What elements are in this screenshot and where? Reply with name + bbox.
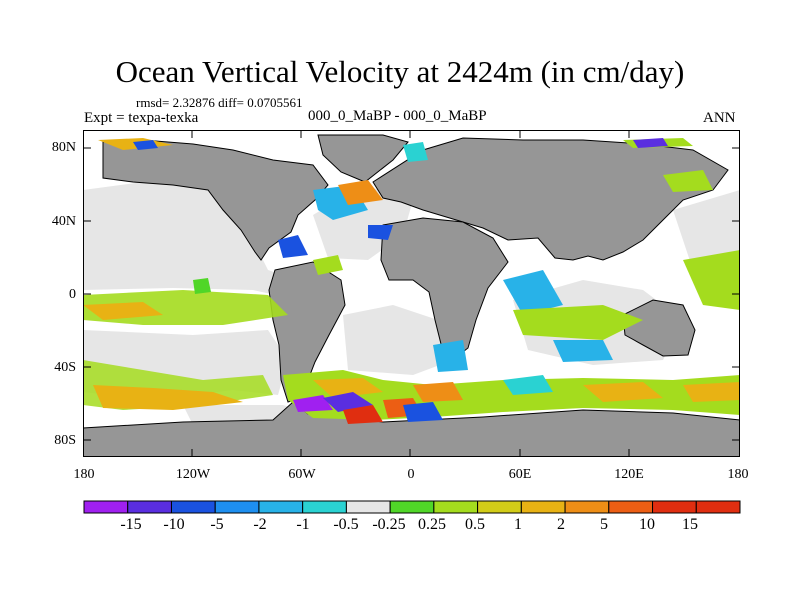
colorbar-box bbox=[302, 500, 347, 514]
axis-ticks bbox=[83, 130, 740, 457]
y-tick-label: 40S bbox=[54, 360, 76, 375]
x-tick-label: 0 bbox=[407, 467, 415, 482]
colorbar-label: -10 bbox=[163, 516, 185, 533]
land-masses bbox=[83, 134, 740, 457]
colorbar-label: -1 bbox=[296, 516, 310, 533]
experiment-label: Expt = texpa-texka bbox=[84, 110, 199, 126]
colorbar-box bbox=[477, 500, 522, 514]
colorbar-label: -0.25 bbox=[372, 516, 406, 533]
x-tick-label: 180 bbox=[73, 467, 95, 482]
colorbar-label: 15 bbox=[682, 516, 698, 533]
colorbar-label: -5 bbox=[210, 516, 224, 533]
colorbar-box bbox=[564, 500, 610, 514]
x-tick-label: 120E bbox=[614, 467, 644, 482]
colorbar-box bbox=[695, 500, 741, 514]
colorbar-box bbox=[433, 500, 479, 514]
colorbar-box bbox=[345, 500, 391, 514]
y-tick-label: 40N bbox=[51, 214, 76, 229]
colorbar-box bbox=[258, 500, 304, 514]
colorbar-label: 2 bbox=[557, 516, 565, 533]
x-tick-label: 60E bbox=[508, 467, 532, 482]
colorbar-label: 10 bbox=[639, 516, 655, 533]
colorbar bbox=[83, 500, 741, 514]
colorbar-box bbox=[170, 500, 216, 514]
colorbar-label: -0.5 bbox=[333, 516, 359, 533]
comparison-label: 000_0_MaBP - 000_0_MaBP bbox=[308, 108, 487, 124]
colorbar-label: 0.25 bbox=[418, 516, 446, 533]
period-label: ANN bbox=[703, 110, 736, 126]
colorbar-box bbox=[608, 500, 654, 514]
x-tick-label: 120W bbox=[175, 467, 211, 482]
colorbar-label: -2 bbox=[253, 516, 267, 533]
colorbar-box bbox=[214, 500, 260, 514]
colorbar-label: -15 bbox=[120, 516, 142, 533]
x-tick-label: 60W bbox=[288, 467, 316, 482]
y-tick-label: 80N bbox=[51, 140, 76, 155]
colorbar-box bbox=[83, 500, 129, 514]
y-tick-label: 80S bbox=[54, 433, 76, 448]
velocity-patches bbox=[83, 138, 740, 424]
map-title: Ocean Vertical Velocity at 2424m (in cm/… bbox=[115, 54, 685, 89]
colorbar-box bbox=[520, 500, 566, 514]
colorbar-box bbox=[127, 500, 172, 514]
y-tick-label: 0 bbox=[69, 287, 76, 302]
colorbar-box bbox=[389, 500, 435, 514]
stats-label: rmsd= 2.32876 diff= 0.0705561 bbox=[136, 95, 303, 110]
x-tick-label: 180 bbox=[727, 467, 749, 482]
velocity-map bbox=[83, 130, 740, 457]
colorbar-label: 1 bbox=[514, 516, 522, 533]
colorbar-label: 0.5 bbox=[465, 516, 485, 533]
colorbar-box bbox=[652, 500, 697, 514]
colorbar-label: 5 bbox=[600, 516, 608, 533]
